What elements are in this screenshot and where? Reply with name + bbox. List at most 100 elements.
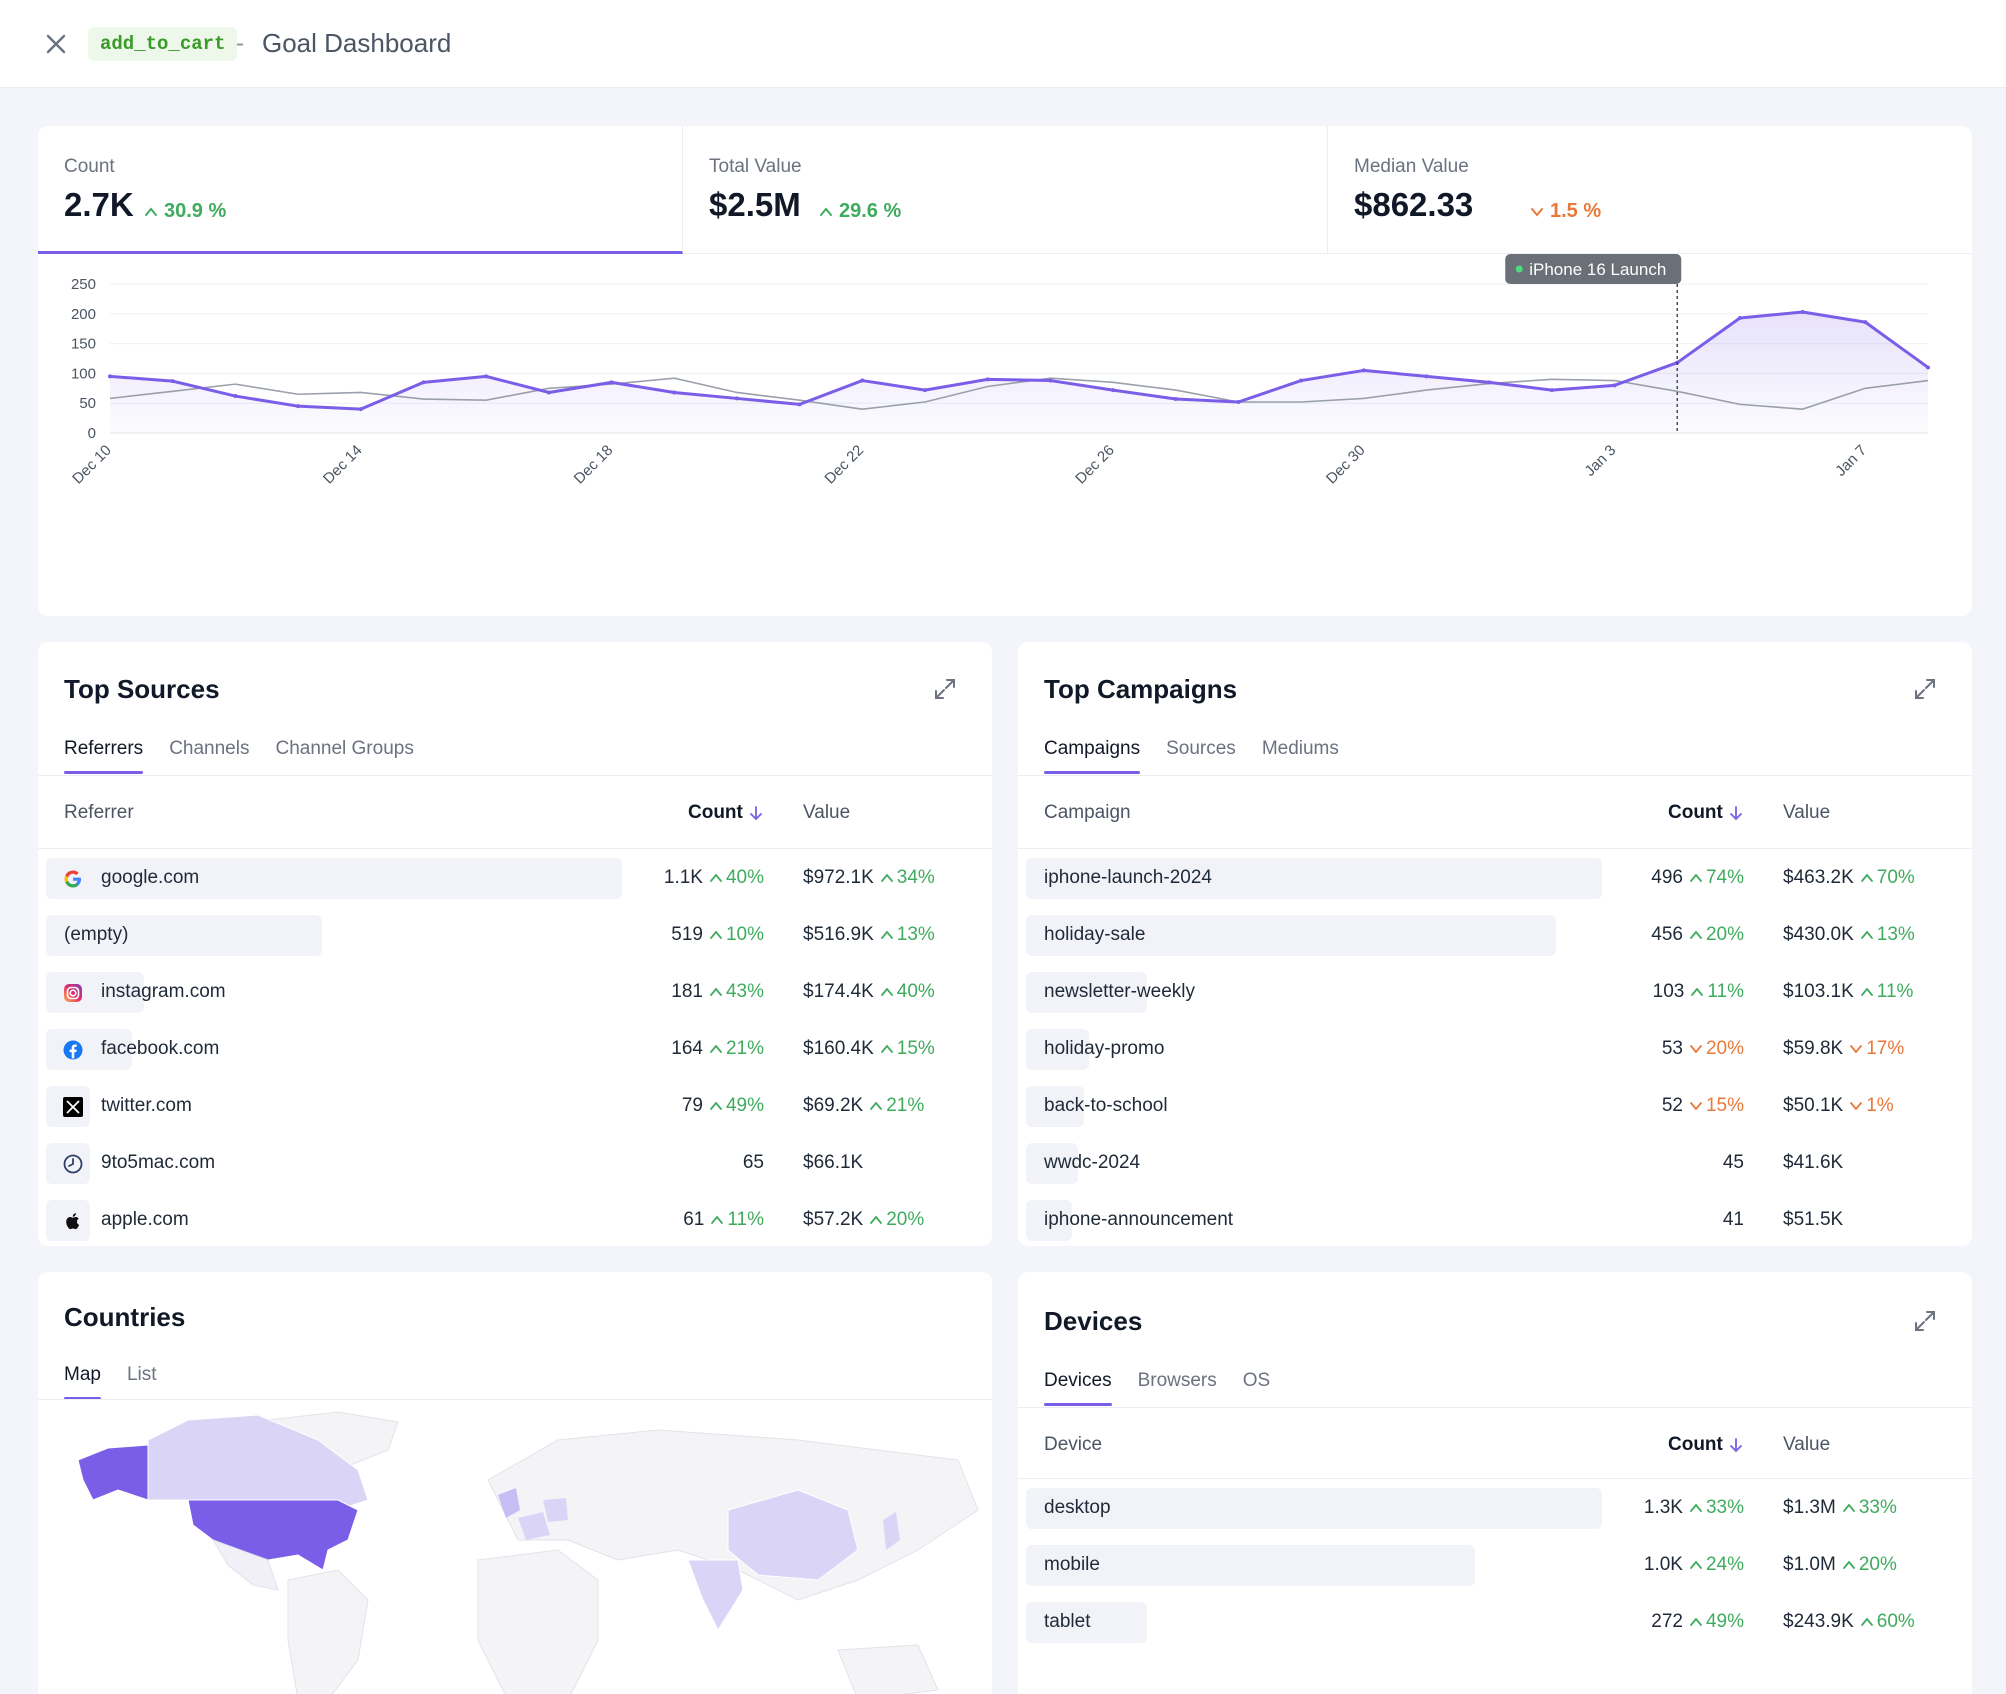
tab-mediums[interactable]: Mediums: [1261, 738, 1339, 759]
row-name: apple.com: [101, 1209, 189, 1230]
table-row[interactable]: holiday-promo 53 20% $59.8K 17%: [1018, 1021, 1972, 1078]
table-row[interactable]: 9to5mac.com 65 $66.1K: [38, 1135, 992, 1192]
data-point[interactable]: [609, 380, 614, 385]
row-name: google.com: [101, 867, 200, 888]
table-row[interactable]: back-to-school 52 15% $50.1K 1%: [1018, 1078, 1972, 1135]
trend-chart[interactable]: iPhone 16 Launch 0 50 100 150 200 250 Dec 10 De…: [38, 254, 1972, 616]
table-row[interactable]: tablet 272 49% $243.9K 60%: [1018, 1594, 1972, 1651]
data-point[interactable]: [1299, 378, 1304, 383]
data-point[interactable]: [734, 396, 739, 401]
x-tick-label: Jan 3: [1581, 442, 1619, 480]
apple-icon: [62, 1210, 84, 1232]
arrow-up-icon: [870, 1101, 883, 1110]
data-point[interactable]: [672, 390, 677, 395]
count-value: 181: [671, 981, 703, 1002]
data-point[interactable]: [1487, 380, 1492, 385]
delta-badge: 74%: [1689, 867, 1744, 889]
tab-channel-groups[interactable]: Channel Groups: [275, 738, 414, 759]
tab-browsers[interactable]: Browsers: [1137, 1370, 1217, 1391]
data-point[interactable]: [1549, 388, 1554, 393]
row-value: $243.9K 60%: [1783, 1611, 1915, 1633]
column-header-count[interactable]: Count: [1668, 1434, 1743, 1456]
world-map[interactable]: [38, 1400, 992, 1694]
value-amount: $160.4K: [803, 1038, 874, 1059]
tab-map[interactable]: Map: [64, 1364, 101, 1400]
data-point[interactable]: [421, 380, 426, 385]
row-count: 45: [1544, 1152, 1744, 1174]
tab-campaigns[interactable]: Campaigns: [1044, 738, 1141, 774]
metric-count[interactable]: Count 2.7K 30.9 %: [38, 126, 683, 254]
expand-icon[interactable]: [930, 674, 960, 704]
data-point[interactable]: [358, 407, 363, 412]
table-row[interactable]: mobile 1.0K 24% $1.0M 20%: [1018, 1537, 1972, 1594]
countries-panel: Countries Map List: [38, 1272, 992, 1694]
table-row[interactable]: instagram.com 181 43% $174.4K 40%: [38, 964, 992, 1021]
data-point[interactable]: [484, 374, 489, 379]
data-point[interactable]: [1612, 383, 1617, 388]
table-row[interactable]: holiday-sale 456 20% $430.0K 13%: [1018, 907, 1972, 964]
delta-badge: 11%: [1860, 981, 1913, 1003]
data-point[interactable]: [1424, 374, 1429, 379]
column-header-count-label: Count: [688, 802, 743, 823]
data-point[interactable]: [1926, 365, 1930, 370]
table-row[interactable]: iphone-announcement 41 $51.5K: [1018, 1192, 1972, 1246]
delta-badge: 33%: [1689, 1497, 1744, 1519]
data-point[interactable]: [233, 394, 238, 399]
data-point[interactable]: [1800, 310, 1805, 315]
expand-icon[interactable]: [1910, 1306, 1940, 1336]
table-row[interactable]: google.com 1.1K 40% $972.1K 34%: [38, 850, 992, 907]
data-point[interactable]: [170, 379, 175, 384]
count-value: 79: [681, 1095, 703, 1116]
metric-median-value[interactable]: Median Value $862.33 1.5 %: [1328, 126, 1972, 254]
data-point[interactable]: [1863, 320, 1868, 325]
data-point[interactable]: [860, 378, 865, 383]
tab-devices[interactable]: Devices: [1044, 1370, 1112, 1406]
table-row[interactable]: apple.com 61 11% $57.2K 20%: [38, 1192, 992, 1246]
annotation-badge[interactable]: [1505, 254, 1682, 284]
row-value: $516.9K 13%: [803, 924, 935, 946]
table-row[interactable]: newsletter-weekly 103 11% $103.1K 11%: [1018, 964, 1972, 1021]
delta-badge: 24%: [1689, 1554, 1744, 1576]
data-point[interactable]: [108, 374, 112, 379]
data-point[interactable]: [1048, 378, 1053, 383]
row-count: 1.1K 40%: [564, 867, 764, 889]
data-point[interactable]: [1111, 388, 1116, 393]
column-header-count[interactable]: Count: [688, 802, 763, 824]
data-point[interactable]: [985, 377, 990, 382]
value-amount: $1.3M: [1783, 1497, 1836, 1518]
tab-referrers[interactable]: Referrers: [64, 738, 144, 774]
row-share-bar: [1026, 1602, 1147, 1643]
metric-total-value[interactable]: Total Value $2.5M 29.6 %: [683, 126, 1328, 254]
data-point[interactable]: [922, 388, 927, 393]
table-row[interactable]: facebook.com 164 21% $160.4K 15%: [38, 1021, 992, 1078]
data-point[interactable]: [1173, 397, 1178, 402]
row-share-bar: [46, 972, 144, 1013]
tab-sources[interactable]: Sources: [1166, 738, 1236, 759]
clock-icon: [62, 1153, 84, 1175]
tab-list[interactable]: List: [126, 1364, 157, 1385]
tab-os[interactable]: OS: [1242, 1370, 1271, 1391]
data-point[interactable]: [797, 402, 802, 407]
arrow-up-icon: [870, 1215, 883, 1224]
value-amount: $463.2K: [1783, 867, 1854, 888]
tab-channels[interactable]: Channels: [169, 738, 250, 759]
table-row[interactable]: iphone-launch-2024 496 74% $463.2K 70%: [1018, 850, 1972, 907]
y-tick-label: 200: [71, 306, 96, 323]
data-point[interactable]: [1236, 400, 1241, 405]
expand-icon[interactable]: [1910, 674, 1940, 704]
delta-badge: 20%: [1689, 1038, 1744, 1060]
table-row[interactable]: twitter.com 79 49% $69.2K 21%: [38, 1078, 992, 1135]
data-point[interactable]: [296, 404, 301, 409]
panel-title: Top Sources: [64, 674, 220, 704]
close-icon[interactable]: [40, 28, 72, 60]
facebook-icon: [62, 1039, 84, 1061]
data-point[interactable]: [1737, 315, 1742, 320]
table-row[interactable]: wwdc-2024 45 $41.6K: [1018, 1135, 1972, 1192]
arrow-up-icon: [1860, 873, 1873, 882]
data-point[interactable]: [546, 390, 551, 395]
table-row[interactable]: (empty) 519 10% $516.9K 13%: [38, 907, 992, 964]
data-point[interactable]: [1361, 368, 1366, 373]
row-value: $69.2K 21%: [803, 1095, 924, 1117]
table-row[interactable]: desktop 1.3K 33% $1.3M 33%: [1018, 1480, 1972, 1537]
column-header-count[interactable]: Count: [1668, 802, 1743, 824]
